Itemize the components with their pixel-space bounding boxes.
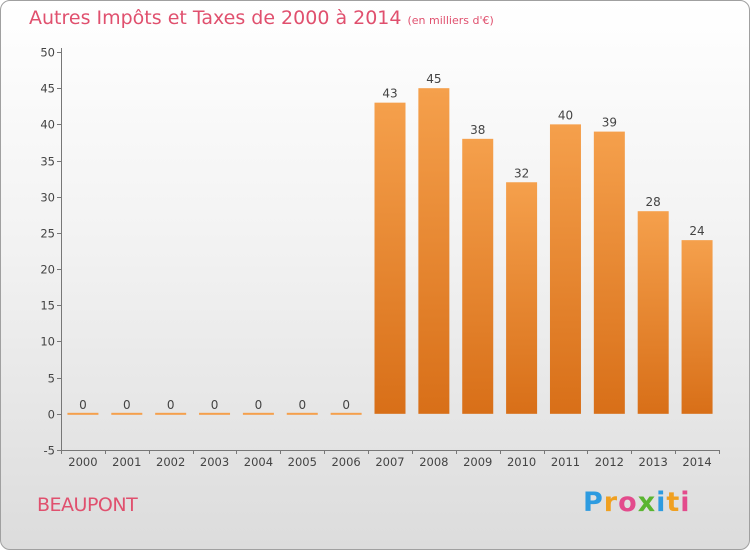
brand-letter: t	[666, 487, 681, 518]
value-label-2001: 0	[123, 398, 131, 412]
value-label-2007: 43	[382, 87, 397, 101]
value-labels-group: 0 0 0 0 0 0 0 43 45 38 32 40 39 28 24	[79, 72, 705, 412]
bar-2003	[199, 412, 231, 415]
x-tick-label: 2003	[200, 455, 229, 469]
y-tick-label: 20	[40, 263, 55, 277]
bar-2000	[67, 412, 99, 415]
bar-2006	[330, 412, 362, 415]
y-tick-label: 35	[40, 155, 55, 169]
value-label-2004: 0	[255, 398, 263, 412]
value-label-2013: 28	[646, 195, 661, 209]
bar-2013	[637, 211, 669, 414]
value-label-2010: 32	[514, 166, 529, 180]
brand-letter: i	[680, 487, 691, 518]
x-tick-label: 2000	[68, 455, 97, 469]
value-label-2009: 38	[470, 123, 485, 137]
x-tick-label: 2010	[507, 455, 536, 469]
y-tick-label: 5	[48, 372, 55, 386]
bars-group	[67, 88, 713, 415]
value-label-2003: 0	[211, 398, 219, 412]
value-label-2006: 0	[342, 398, 350, 412]
y-tick-label: 15	[40, 299, 55, 313]
x-tick-label: 2012	[595, 455, 624, 469]
brand-logo: Proxiti	[583, 487, 691, 518]
brand-letter: P	[583, 487, 604, 518]
bar-2010	[506, 182, 538, 414]
bar-2011	[549, 124, 581, 414]
x-tick-label: 2002	[156, 455, 185, 469]
chart-axes: -5 0 5 10 15 20 25 30 35 40 45 50 2000 2001 2002 2003 20…	[40, 46, 720, 469]
value-label-2005: 0	[298, 398, 306, 412]
value-label-2002: 0	[167, 398, 175, 412]
bar-2009	[462, 138, 494, 414]
value-label-2011: 40	[558, 108, 573, 122]
bar-2004	[242, 412, 274, 415]
brand-letter: o	[618, 487, 638, 518]
value-label-2012: 39	[602, 116, 617, 130]
x-tick-label: 2013	[639, 455, 668, 469]
bar-2012	[593, 131, 625, 414]
chart-title-text: Autres Impôts et Taxes de 2000 à 2014	[29, 7, 402, 29]
x-tick-label: 2008	[419, 455, 448, 469]
bar-2008	[418, 88, 450, 414]
brand-letter: x	[637, 487, 657, 518]
value-label-2000: 0	[79, 398, 87, 412]
x-tick-label: 2009	[463, 455, 492, 469]
value-label-2014: 24	[689, 224, 704, 238]
x-tick-label: 2006	[331, 455, 360, 469]
y-tick-label: 50	[40, 46, 55, 60]
y-tick-label: 25	[40, 227, 55, 241]
x-tick-label: 2011	[551, 455, 580, 469]
value-label-2008: 45	[426, 72, 441, 86]
bar-2007	[374, 102, 406, 414]
y-tick-label: 10	[40, 335, 55, 349]
chart-title: Autres Impôts et Taxes de 2000 à 2014 (en…	[29, 7, 494, 29]
y-tick-label: 40	[40, 118, 55, 132]
bar-2005	[286, 412, 318, 415]
commune-name: BEAUPONT	[37, 494, 138, 516]
x-tick-label: 2001	[112, 455, 141, 469]
bar-2001	[111, 412, 143, 415]
x-tick-label: 2004	[244, 455, 273, 469]
y-tick-label: -5	[44, 444, 55, 458]
x-tick-label: 2014	[682, 455, 711, 469]
y-tick-label: 30	[40, 191, 55, 205]
chart-subtitle: (en milliers d'€)	[407, 14, 494, 27]
brand-letter: r	[603, 487, 619, 518]
y-tick-label: 0	[48, 408, 55, 422]
x-tick-label: 2007	[375, 455, 404, 469]
brand-letter: i	[656, 487, 667, 518]
x-tick-label: 2005	[288, 455, 317, 469]
bar-2014	[681, 240, 713, 414]
y-tick-label: 45	[40, 82, 55, 96]
bar-2002	[155, 412, 187, 415]
